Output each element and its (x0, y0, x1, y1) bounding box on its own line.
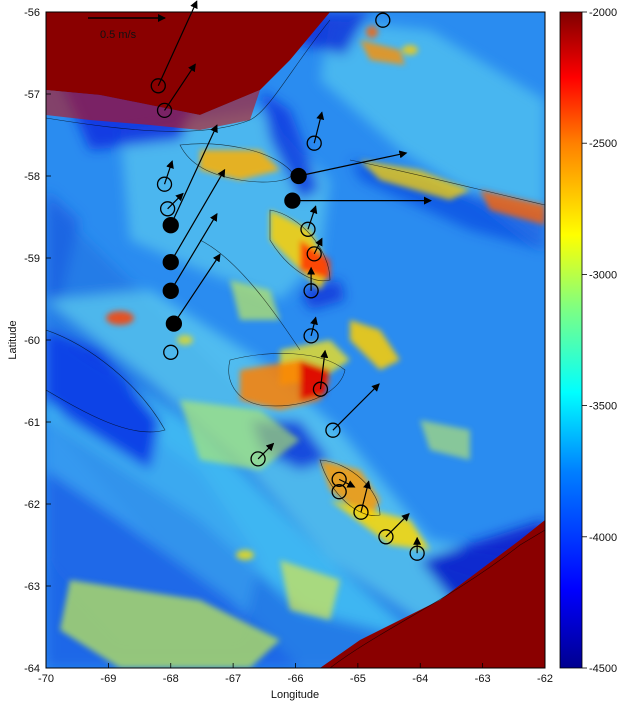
colorbar-tick-label: -2500 (589, 138, 617, 150)
velocity-scale: 0.5 m/s (88, 14, 166, 41)
mooring-open (378, 529, 394, 545)
mooring-filled (162, 217, 179, 234)
velocity-vector (310, 316, 318, 337)
y-tick-label: -63 (24, 581, 40, 593)
velocity-vector (338, 478, 356, 488)
velocity-vector (360, 480, 371, 513)
x-tick-label: -66 (288, 673, 304, 685)
mooring-open (300, 221, 316, 237)
mooring-open (306, 246, 322, 262)
velocity-vector (164, 63, 196, 111)
y-tick-label: -59 (24, 253, 40, 265)
scale-label: 0.5 m/s (100, 29, 137, 41)
velocity-vector (313, 111, 325, 144)
colorbar-tick-label: -3000 (589, 269, 617, 281)
velocity-vector (332, 383, 380, 431)
x-tick-label: -62 (537, 673, 553, 685)
velocity-vector (173, 253, 221, 324)
velocity-vector (163, 160, 174, 185)
x-tick-label: -63 (475, 673, 491, 685)
colorbar-ticks: -2000 -2500 -3000 -3500 -4000 -4500 (582, 7, 617, 675)
colorbar: -2000 -2500 -3000 -3500 -4000 -4500 (559, 7, 617, 675)
mooring-open (312, 381, 329, 397)
colorbar-tick-label: -4500 (589, 663, 617, 675)
mooring-open (303, 328, 319, 344)
velocity-vector (167, 192, 184, 210)
x-tick-label: -65 (350, 673, 366, 685)
y-tick-label: -58 (24, 171, 40, 183)
mooring-open (159, 201, 176, 217)
mooring-open (325, 422, 341, 438)
mooring-open (163, 344, 179, 360)
mooring-open (156, 176, 173, 192)
mooring-filled (290, 167, 307, 185)
mooring-markers (150, 12, 425, 561)
bathymetry-field (46, 12, 545, 668)
velocity-vector (157, 0, 198, 87)
velocity-vectors (157, 0, 432, 554)
mooring-filled (162, 253, 179, 271)
colorbar-tick-label: -2000 (589, 7, 617, 19)
mooring-filled (284, 192, 301, 209)
y-tick-label: -61 (24, 417, 40, 429)
y-axis-ticks: -56 -57 -58 -59 -60 -61 -62 -63 -64 (24, 7, 51, 675)
mooring-open (156, 102, 173, 119)
mooring-filled (165, 315, 183, 332)
x-axis-label: Longitude (271, 689, 319, 701)
y-tick-label: -56 (24, 7, 40, 19)
x-axis-ticks: -70 -69 -68 -67 -66 -65 -64 -63 -62 (38, 663, 553, 685)
x-tick-label: -68 (163, 673, 179, 685)
y-axis-label: Latitude (7, 320, 19, 359)
x-tick-label: -70 (38, 673, 54, 685)
y-tick-label: -57 (24, 89, 40, 101)
mooring-open (353, 504, 369, 520)
x-tick-label: -69 (100, 673, 116, 685)
y-tick-label: -62 (24, 499, 40, 511)
y-tick-label: -60 (24, 335, 40, 347)
mooring-open (375, 12, 391, 28)
x-tick-label: -64 (412, 673, 428, 685)
mooring-open (331, 471, 347, 488)
mooring-filled (162, 282, 179, 299)
velocity-vector (298, 150, 408, 177)
velocity-vector (170, 168, 226, 263)
colorbar-tick-label: -4000 (589, 532, 617, 544)
colorbar-tick-label: -3500 (589, 401, 617, 413)
mooring-open (250, 451, 266, 467)
mooring-open (303, 283, 319, 299)
x-tick-label: -67 (225, 673, 241, 685)
velocity-vector (313, 237, 323, 255)
velocity-vector (170, 124, 218, 226)
y-tick-label: -64 (24, 663, 40, 675)
velocity-vector (170, 212, 218, 292)
velocity-vector (385, 512, 410, 538)
colorbar-ramp (559, 11, 583, 669)
velocity-vector (307, 205, 318, 230)
mooring-open (306, 135, 322, 151)
mooring-open (409, 545, 425, 561)
mooring-open (150, 78, 166, 94)
mooring-open (331, 484, 347, 500)
velocity-vector (257, 442, 275, 460)
